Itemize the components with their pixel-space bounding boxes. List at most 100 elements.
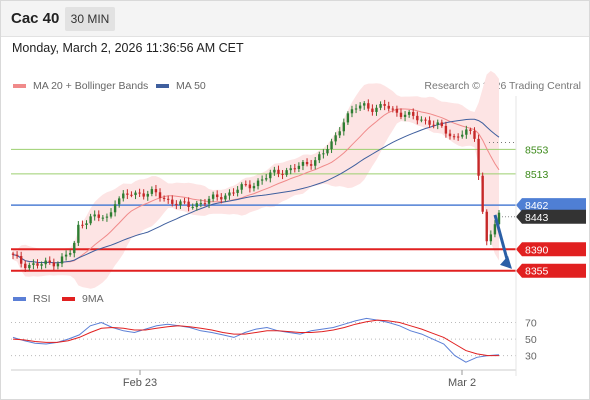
rsi-legend-label: RSI [33, 293, 51, 305]
candle-body [207, 198, 211, 204]
candle-body [126, 193, 129, 195]
candle [77, 221, 80, 246]
candle [301, 160, 305, 171]
candle-body [493, 224, 497, 235]
candle-body [142, 193, 145, 197]
candle [432, 120, 435, 129]
candle [424, 117, 427, 125]
candle [269, 169, 272, 183]
candle [367, 99, 370, 112]
candle [146, 190, 149, 201]
bollinger-band [13, 70, 499, 289]
ma50-line [12, 118, 500, 264]
candle-body [150, 189, 154, 194]
candle [203, 198, 207, 207]
candle-body [416, 115, 419, 121]
level-tag-8355 [516, 263, 586, 278]
level-label-8513: 8513 [525, 169, 549, 181]
candle-body [424, 119, 427, 121]
candle-body [428, 120, 431, 125]
candle [350, 105, 354, 118]
candle [469, 127, 472, 135]
candle [44, 257, 47, 269]
candle-body [469, 129, 472, 131]
forecast-arrow-head [500, 255, 512, 269]
candle-body [134, 192, 137, 196]
candle-body [375, 107, 378, 112]
level-label-8355: 8355 [525, 266, 549, 278]
candle-body [387, 105, 390, 109]
candle-body [481, 175, 484, 212]
candle-body [330, 141, 333, 150]
candle-body [297, 165, 301, 169]
candle [199, 199, 203, 208]
candle [89, 213, 92, 226]
candle-body [228, 192, 231, 196]
candle-body [338, 131, 341, 136]
candle-body [195, 203, 198, 207]
candle [456, 133, 460, 141]
candle-body [146, 193, 149, 197]
legend-rsi-ma: 9MA [62, 293, 104, 305]
candle-body [342, 122, 346, 132]
level-label-8462: 8462 [525, 200, 549, 212]
candle-body [403, 114, 407, 117]
credit-text: Research © 2026 Trading Central [424, 80, 581, 92]
candle-body [15, 254, 19, 257]
candle-body [301, 161, 305, 166]
rsi-tick-70: 70 [525, 318, 537, 330]
x-tick-label-1: Mar 2 [448, 377, 476, 389]
candle [109, 208, 113, 219]
candle-body [117, 198, 121, 205]
candle [60, 253, 64, 268]
candle-body [244, 184, 247, 186]
candle-body [412, 112, 415, 116]
rsi-line [12, 317, 500, 363]
candle-body [277, 169, 280, 174]
candle-body [199, 203, 203, 205]
candle-body [24, 263, 27, 269]
candle [358, 102, 362, 112]
candle [260, 175, 264, 185]
candle [330, 138, 333, 154]
candle [142, 189, 145, 200]
candle-body [309, 164, 313, 166]
candle [207, 195, 211, 209]
candle-body [105, 216, 109, 218]
candle-body [158, 192, 162, 198]
candle [15, 251, 19, 259]
candle [154, 184, 158, 197]
candle [371, 104, 374, 116]
candle [289, 164, 292, 175]
candle-body [60, 256, 64, 264]
candle-body [85, 223, 88, 226]
candle [322, 149, 325, 159]
forecast-arrow [493, 214, 510, 264]
candle-body [314, 160, 317, 166]
candle [375, 104, 378, 116]
candle [228, 189, 231, 200]
candle-body [179, 201, 182, 206]
candle [440, 119, 444, 128]
candle-body [171, 199, 174, 204]
candle-body [216, 194, 219, 198]
candle-body [73, 242, 76, 254]
candle-body [236, 189, 239, 193]
candle [342, 118, 346, 136]
candle-body [52, 262, 56, 267]
ma50-legend-label: MA 50 [176, 80, 206, 92]
candle [122, 190, 125, 202]
instrument-title: Cac 40 [11, 10, 60, 27]
candle-body [371, 108, 374, 112]
candle [171, 195, 174, 207]
candle-body [420, 119, 423, 121]
candle [354, 104, 358, 114]
candle [232, 188, 235, 196]
candle [191, 203, 194, 210]
timeframe-button[interactable]: 30 MIN [65, 7, 115, 31]
candle-body [326, 149, 329, 154]
candle [465, 125, 468, 139]
candle [407, 110, 411, 118]
candle [481, 172, 484, 214]
candle-body [113, 204, 117, 213]
